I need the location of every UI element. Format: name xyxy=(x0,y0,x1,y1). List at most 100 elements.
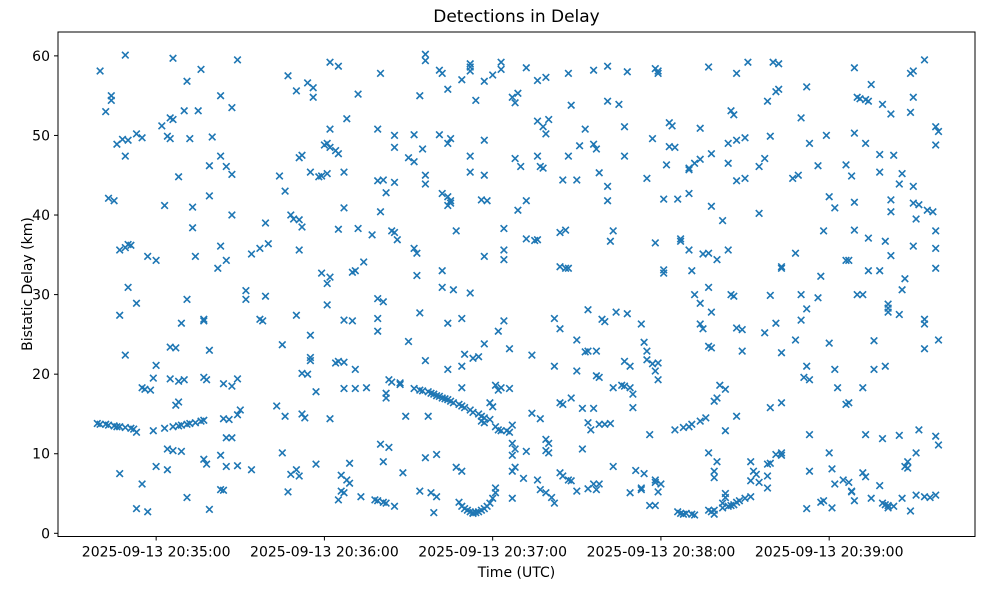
scatter-point xyxy=(763,472,772,480)
scatter-point xyxy=(760,154,769,163)
scatter-point xyxy=(805,430,814,439)
scatter-point xyxy=(522,235,531,243)
scatter-point xyxy=(166,134,175,143)
scatter-point xyxy=(654,67,662,75)
scatter-point xyxy=(373,314,382,323)
scatter-point xyxy=(592,485,601,494)
scatter-point xyxy=(216,451,225,460)
scatter-point xyxy=(769,58,777,67)
scatter-point xyxy=(595,168,604,177)
scatter-point xyxy=(205,346,214,355)
scatter-point xyxy=(404,337,413,346)
scatter-point xyxy=(710,473,719,482)
scatter-point xyxy=(228,382,236,390)
scatter-point xyxy=(887,207,895,216)
scatter-point xyxy=(505,428,514,437)
scatter-point xyxy=(802,83,811,91)
scatter-point xyxy=(671,426,679,434)
scatter-point xyxy=(460,403,469,412)
scatter-point xyxy=(124,136,132,145)
scatter-point xyxy=(340,168,348,176)
scatter-point xyxy=(323,279,332,288)
scatter-point xyxy=(586,426,595,434)
scatter-point xyxy=(732,136,741,145)
scatter-point xyxy=(542,73,550,82)
scatter-point xyxy=(887,251,895,260)
scatter-point xyxy=(895,310,904,319)
scatter-point xyxy=(626,383,634,392)
scatter-point xyxy=(396,380,404,389)
scatter-point xyxy=(752,470,761,479)
scatter-point xyxy=(497,65,505,74)
scatter-point xyxy=(138,480,146,488)
scatter-point xyxy=(457,467,466,476)
scatter-point xyxy=(373,496,382,505)
scatter-point xyxy=(469,408,477,417)
scatter-point xyxy=(777,449,786,457)
scatter-point xyxy=(721,385,730,394)
scatter-point xyxy=(875,150,884,159)
scatter-point xyxy=(281,187,289,195)
scatter-point xyxy=(171,401,180,410)
scatter-point xyxy=(152,462,160,471)
scatter-point xyxy=(480,171,489,180)
scatter-point xyxy=(197,65,205,74)
y-tick-label: 60 xyxy=(32,49,50,65)
scatter-point xyxy=(542,435,550,444)
scatter-point xyxy=(143,252,152,261)
scatter-point xyxy=(96,420,104,429)
y-tick-label: 0 xyxy=(41,526,50,542)
scatter-point xyxy=(340,384,348,393)
scatter-point xyxy=(912,449,920,457)
scatter-point xyxy=(376,440,385,449)
scatter-point xyxy=(542,130,550,138)
scatter-point xyxy=(648,134,657,143)
scatter-point xyxy=(533,152,542,160)
scatter-point xyxy=(113,140,121,149)
scatter-point xyxy=(802,305,811,313)
scatter-point xyxy=(514,89,522,98)
scatter-point xyxy=(443,85,452,94)
scatter-point xyxy=(676,237,685,246)
scatter-point xyxy=(651,239,660,247)
scatter-point xyxy=(931,244,940,253)
scatter-point xyxy=(216,152,225,160)
scatter-point xyxy=(931,227,940,235)
scatter-point xyxy=(575,141,584,150)
scatter-point xyxy=(460,350,469,359)
scatter-point xyxy=(603,97,612,106)
scatter-point xyxy=(721,489,730,498)
scatter-point xyxy=(421,50,430,59)
scatter-point xyxy=(558,472,567,480)
scatter-point xyxy=(272,402,281,410)
scatter-point xyxy=(926,493,934,502)
scatter-point xyxy=(345,459,354,468)
scatter-point xyxy=(107,96,116,105)
scatter-point xyxy=(685,189,693,198)
scatter-point xyxy=(631,466,640,475)
scatter-point xyxy=(713,457,721,466)
scatter-point xyxy=(558,176,567,184)
scatter-point xyxy=(629,403,637,412)
scatter-point xyxy=(847,172,856,180)
scatter-point xyxy=(671,143,679,152)
scatter-point xyxy=(934,127,943,136)
scatter-point xyxy=(623,67,632,76)
scatter-point xyxy=(160,424,169,433)
scatter-point xyxy=(844,256,853,265)
scatter-point xyxy=(564,264,573,273)
scatter-point xyxy=(233,410,242,419)
scatter-point xyxy=(707,308,716,316)
scatter-point xyxy=(763,484,772,492)
scatter-point xyxy=(850,63,859,72)
scatter-point xyxy=(797,316,805,324)
scatter-point xyxy=(774,85,783,94)
scatter-point xyxy=(696,299,705,308)
scatter-point xyxy=(354,224,362,233)
scatter-point xyxy=(298,151,306,160)
scatter-point xyxy=(704,63,713,71)
scatter-point xyxy=(382,499,390,507)
scatter-point xyxy=(673,195,682,203)
scatter-point xyxy=(643,347,651,355)
